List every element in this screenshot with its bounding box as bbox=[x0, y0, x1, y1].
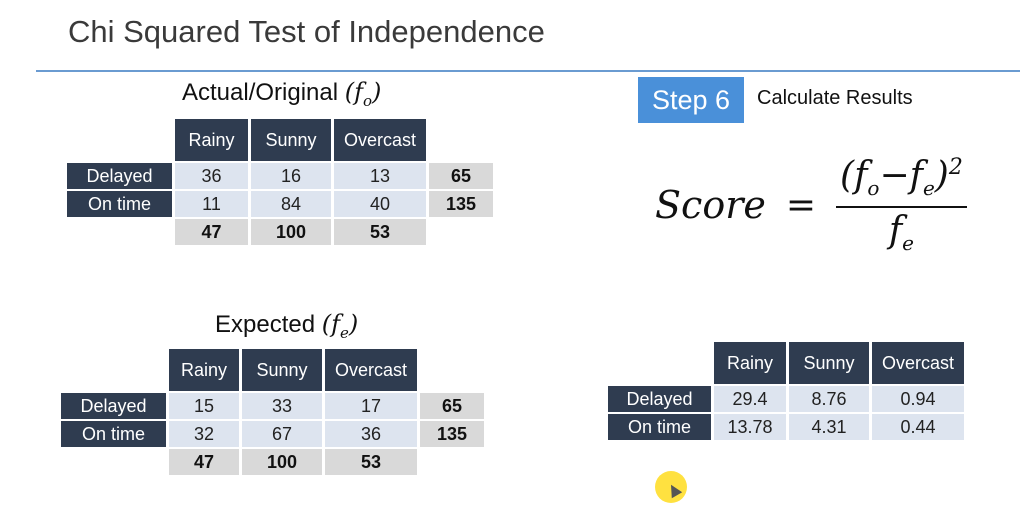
step-description: Calculate Results bbox=[757, 87, 913, 109]
expected-table: Rainy Sunny Overcast Delayed 15 33 17 65… bbox=[58, 347, 487, 477]
expected-col-total: 100 bbox=[242, 449, 322, 475]
expected-caption-text: Expected bbox=[215, 311, 322, 338]
actual-caption-symbol: (fo) bbox=[344, 78, 382, 110]
expected-col-header: Overcast bbox=[325, 349, 417, 391]
expected-cell: 17 bbox=[325, 393, 417, 419]
expected-table-caption: Expected (fe) bbox=[215, 310, 358, 342]
cursor-highlight-icon bbox=[655, 471, 687, 503]
actual-col-total: 47 bbox=[175, 219, 248, 245]
actual-cell: 84 bbox=[251, 191, 331, 217]
table-row: Delayed 36 16 13 65 bbox=[67, 163, 493, 189]
slide-title: Chi Squared Test of Independence bbox=[68, 14, 545, 49]
actual-cell: 11 bbox=[175, 191, 248, 217]
actual-col-header: Sunny bbox=[251, 119, 331, 161]
scores-cell: 0.44 bbox=[872, 414, 964, 440]
expected-row-total: 65 bbox=[420, 393, 484, 419]
formula-fraction: (fo−fe)2 fe bbox=[836, 155, 967, 255]
actual-totals-row: 47 100 53 bbox=[67, 219, 493, 245]
actual-col-total: 100 bbox=[251, 219, 331, 245]
title-divider bbox=[36, 70, 1020, 72]
scores-col-header: Rainy bbox=[714, 342, 786, 384]
scores-cell: 0.94 bbox=[872, 386, 964, 412]
fraction-bar bbox=[836, 206, 967, 208]
scores-row-label: Delayed bbox=[608, 386, 711, 412]
actual-table: Rainy Sunny Overcast Delayed 36 16 13 65… bbox=[64, 117, 496, 247]
formula-lhs: Score bbox=[655, 183, 766, 227]
expected-cell: 36 bbox=[325, 421, 417, 447]
scores-col-header: Overcast bbox=[872, 342, 964, 384]
table-row: Delayed 29.4 8.76 0.94 bbox=[608, 386, 964, 412]
corner-cell bbox=[608, 342, 711, 384]
table-row: Delayed 15 33 17 65 bbox=[61, 393, 484, 419]
expected-row-label: Delayed bbox=[61, 393, 166, 419]
expected-header-row: Rainy Sunny Overcast bbox=[61, 349, 484, 391]
scores-row-label: On time bbox=[608, 414, 711, 440]
actual-caption-text: Actual/Original bbox=[182, 79, 345, 106]
expected-cell: 67 bbox=[242, 421, 322, 447]
scores-cell: 4.31 bbox=[789, 414, 869, 440]
scores-header-row: Rainy Sunny Overcast bbox=[608, 342, 964, 384]
actual-row-total: 65 bbox=[429, 163, 493, 189]
actual-cell: 13 bbox=[334, 163, 426, 189]
expected-cell: 32 bbox=[169, 421, 239, 447]
actual-row-total: 135 bbox=[429, 191, 493, 217]
scores-cell: 29.4 bbox=[714, 386, 786, 412]
scores-col-header: Sunny bbox=[789, 342, 869, 384]
expected-cell: 15 bbox=[169, 393, 239, 419]
score-formula: Score = (fo−fe)2 fe bbox=[655, 150, 967, 260]
actual-header-row: Rainy Sunny Overcast bbox=[67, 119, 493, 161]
scores-table: Rainy Sunny Overcast Delayed 29.4 8.76 0… bbox=[605, 340, 967, 442]
actual-cell: 36 bbox=[175, 163, 248, 189]
corner-cell bbox=[67, 119, 172, 161]
expected-col-header: Rainy bbox=[169, 349, 239, 391]
actual-row-label: Delayed bbox=[67, 163, 172, 189]
table-row: On time 13.78 4.31 0.44 bbox=[608, 414, 964, 440]
expected-col-header: Sunny bbox=[242, 349, 322, 391]
expected-row-label: On time bbox=[61, 421, 166, 447]
table-row: On time 32 67 36 135 bbox=[61, 421, 484, 447]
expected-row-total: 135 bbox=[420, 421, 484, 447]
scores-cell: 13.78 bbox=[714, 414, 786, 440]
actual-col-total: 53 bbox=[334, 219, 426, 245]
expected-col-total: 53 bbox=[325, 449, 417, 475]
table-row: On time 11 84 40 135 bbox=[67, 191, 493, 217]
actual-table-caption: Actual/Original (fo) bbox=[182, 78, 381, 110]
actual-row-label: On time bbox=[67, 191, 172, 217]
step-badge: Step 6 bbox=[638, 77, 744, 123]
expected-totals-row: 47 100 53 bbox=[61, 449, 484, 475]
actual-col-header: Overcast bbox=[334, 119, 426, 161]
actual-cell: 40 bbox=[334, 191, 426, 217]
formula-denominator: fe bbox=[888, 210, 915, 256]
corner-cell bbox=[61, 349, 166, 391]
expected-caption-symbol: (fe) bbox=[321, 310, 359, 342]
scores-cell: 8.76 bbox=[789, 386, 869, 412]
expected-col-total: 47 bbox=[169, 449, 239, 475]
actual-col-header: Rainy bbox=[175, 119, 248, 161]
formula-equals: = bbox=[785, 184, 817, 226]
expected-cell: 33 bbox=[242, 393, 322, 419]
formula-numerator: (fo−fe)2 bbox=[840, 154, 963, 200]
actual-cell: 16 bbox=[251, 163, 331, 189]
